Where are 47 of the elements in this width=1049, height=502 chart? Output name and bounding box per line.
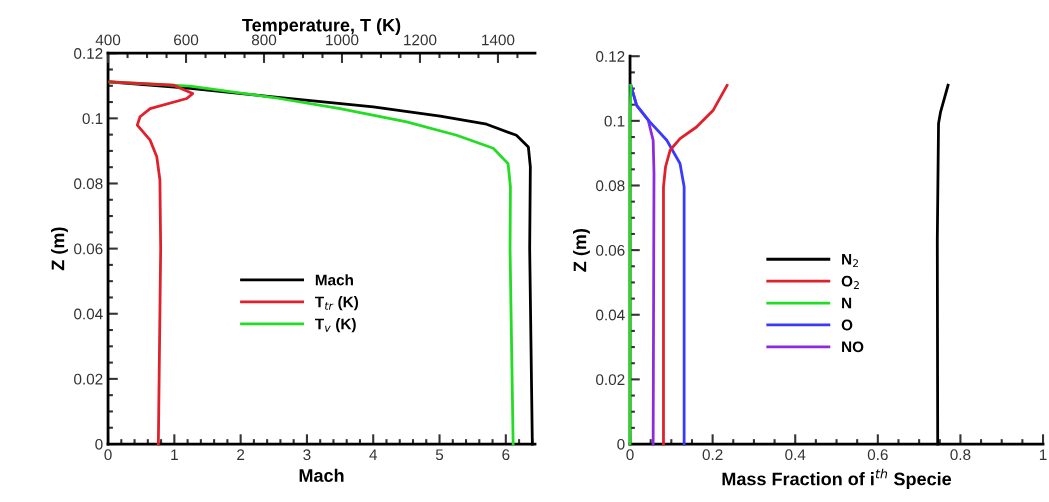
y-tick-label: 0	[617, 438, 625, 450]
y-tick-label: 0.1	[82, 113, 103, 125]
x-tick-label: 0	[104, 449, 112, 461]
y-axis-title: Z (m)	[51, 227, 68, 271]
y-tick-label: 0.06	[596, 244, 625, 256]
x2-tick-label: 600	[174, 34, 199, 46]
x-tick-label: 0.4	[785, 449, 806, 461]
x-tick-label: 0	[626, 449, 634, 461]
legend-label: O$_{2}$	[841, 275, 859, 289]
y-tick-label: 0.04	[596, 309, 625, 321]
line-series	[662, 83, 729, 446]
legend-label: T$_{tr}$ (K)	[315, 296, 359, 311]
y-axis-title: Z (m)	[573, 228, 590, 272]
x-tick-label: 3	[303, 449, 311, 461]
x2-tick-label: 1000	[326, 34, 359, 46]
x-tick-label: 6	[502, 449, 510, 461]
legend-label: Mach	[315, 274, 353, 286]
x2-tick-label: 800	[251, 34, 277, 46]
x2-tick-label: 400	[95, 34, 121, 46]
x2-tick-label: 1400	[482, 34, 515, 46]
x-tick-label: 2	[237, 449, 245, 460]
legend-label: N$_{2}$	[842, 254, 858, 268]
y-tick-label: 0.08	[74, 178, 103, 190]
x-tick-label: 0.6	[867, 449, 888, 461]
line-series	[629, 83, 686, 446]
y-tick-label: 0.12	[596, 51, 625, 62]
x-tick-label: 0.8	[950, 449, 971, 461]
y-tick-label: 0	[95, 438, 103, 450]
x-tick-label: 4	[369, 449, 378, 460]
x-axis-title: Mass Fraction of i$^{th}$ Specie	[722, 468, 952, 489]
x2-tick-label: 1200	[404, 34, 437, 46]
legend-label: T$_{v}$ (K)	[315, 318, 356, 333]
x-tick-label: 5	[435, 449, 444, 461]
x-tick-label: 0.2	[702, 449, 723, 461]
y-tick-label: 0.02	[596, 374, 625, 386]
y-tick-label: 0.02	[74, 373, 103, 385]
x-axis-title: Mach	[299, 468, 344, 482]
y-tick-label: 0.1	[604, 115, 625, 127]
y-tick-label: 0.06	[74, 243, 103, 255]
y-tick-label: 0.04	[74, 308, 103, 320]
legend-label: O	[841, 319, 853, 331]
legend-label: N	[842, 297, 852, 309]
y-tick-label: 0.12	[74, 48, 103, 59]
x-tick-label: 1	[171, 449, 178, 460]
legend-label: NO	[842, 341, 864, 353]
x-tick-label: 1	[1039, 449, 1047, 460]
y-tick-label: 0.08	[596, 180, 625, 192]
